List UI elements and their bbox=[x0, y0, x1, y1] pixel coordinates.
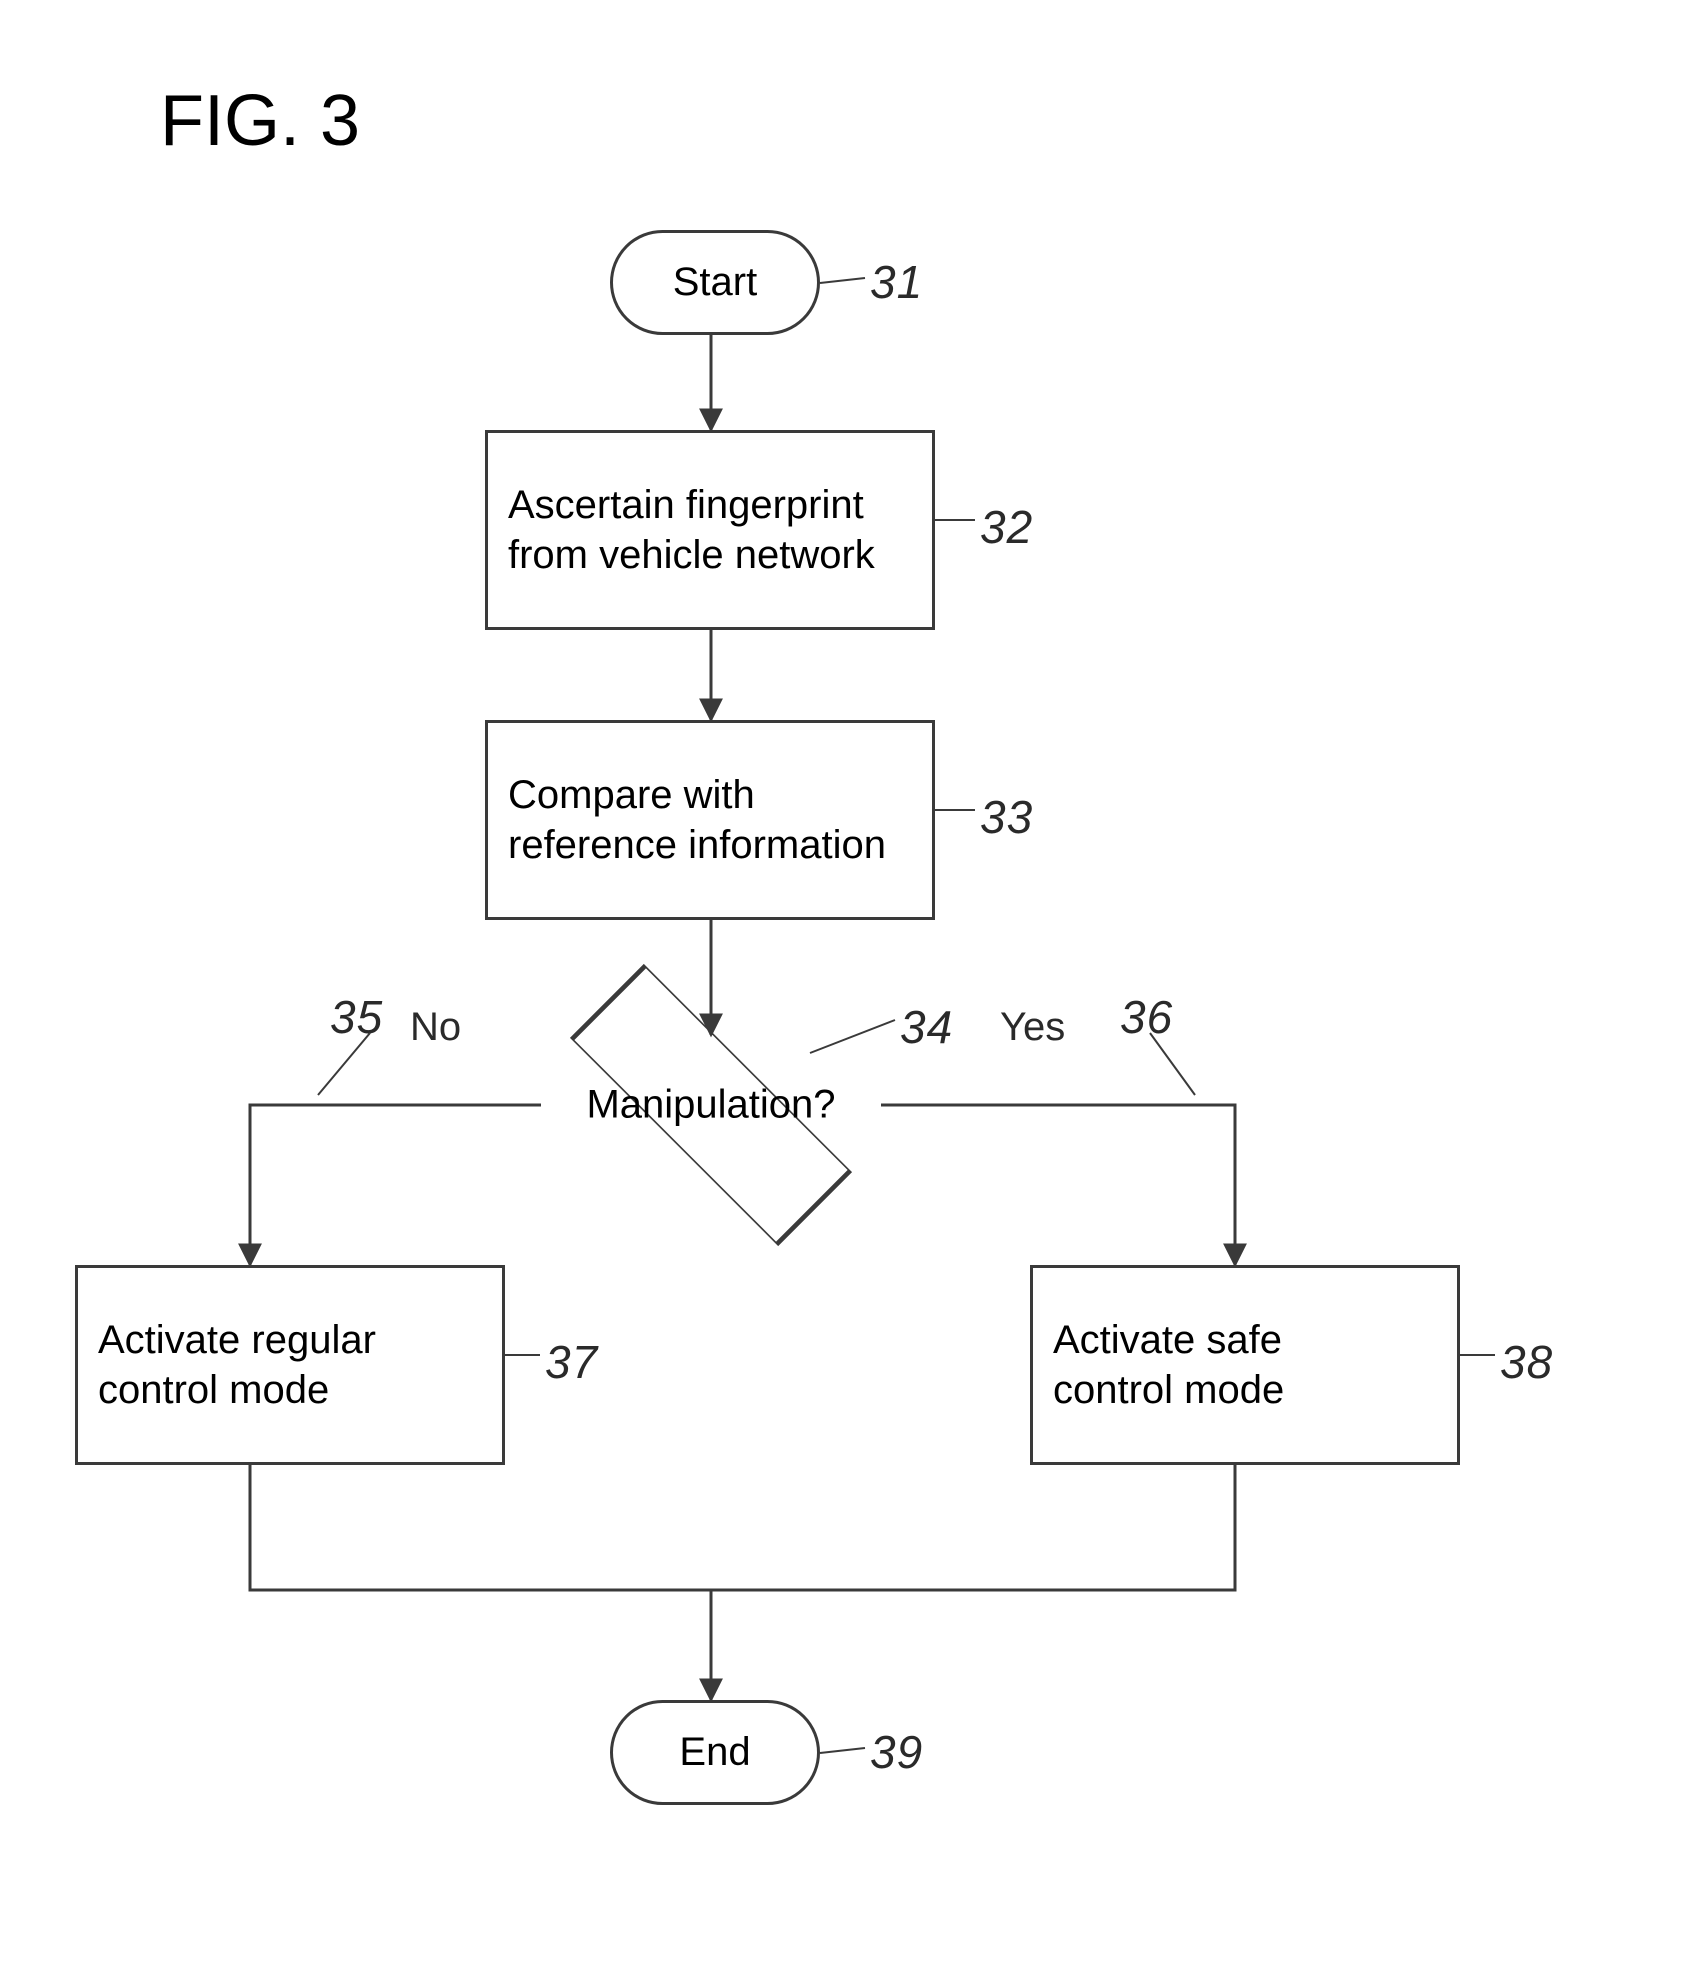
compare-step: Compare with reference information bbox=[485, 720, 935, 920]
step33-line1: Compare with bbox=[508, 770, 755, 820]
end-label: End bbox=[679, 1730, 750, 1775]
start-node: Start bbox=[610, 230, 820, 335]
step38-line1: Activate safe bbox=[1053, 1315, 1282, 1365]
step38-line2: control mode bbox=[1053, 1365, 1284, 1415]
manipulation-decision: Manipulation? bbox=[541, 1035, 881, 1175]
step37-line1: Activate regular bbox=[98, 1315, 376, 1365]
figure-title: FIG. 3 bbox=[160, 80, 360, 162]
no-label: No bbox=[410, 1005, 461, 1050]
ref-39: 39 bbox=[870, 1725, 923, 1779]
ref-33: 33 bbox=[980, 790, 1033, 844]
end-node: End bbox=[610, 1700, 820, 1805]
activate-regular-step: Activate regular control mode bbox=[75, 1265, 505, 1465]
decision-label: Manipulation? bbox=[586, 1083, 835, 1128]
ref-37: 37 bbox=[545, 1335, 598, 1389]
start-label: Start bbox=[673, 260, 757, 305]
step32-line1: Ascertain fingerprint bbox=[508, 480, 864, 530]
step37-line2: control mode bbox=[98, 1365, 329, 1415]
step33-line2: reference information bbox=[508, 820, 886, 870]
ascertain-fingerprint-step: Ascertain fingerprint from vehicle netwo… bbox=[485, 430, 935, 630]
activate-safe-step: Activate safe control mode bbox=[1030, 1265, 1460, 1465]
step32-line2: from vehicle network bbox=[508, 530, 875, 580]
flowchart-canvas: FIG. 3 Start 31 Ascertain fingerprint fr… bbox=[0, 0, 1702, 1961]
connectors-svg bbox=[0, 0, 1702, 1961]
ref-36: 36 bbox=[1120, 990, 1173, 1044]
ref-38: 38 bbox=[1500, 1335, 1553, 1389]
ref-32: 32 bbox=[980, 500, 1033, 554]
ref-34: 34 bbox=[900, 1000, 953, 1054]
yes-label: Yes bbox=[1000, 1005, 1065, 1050]
ref-31: 31 bbox=[870, 255, 923, 309]
ref-35: 35 bbox=[330, 990, 383, 1044]
